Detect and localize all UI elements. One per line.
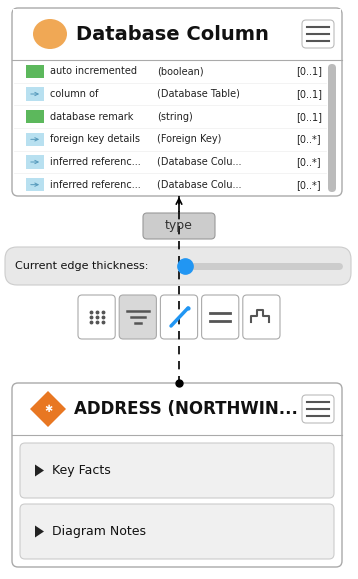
Text: Current edge thickness:: Current edge thickness:: [15, 261, 148, 271]
Text: (Foreign Key): (Foreign Key): [157, 134, 221, 144]
FancyBboxPatch shape: [328, 64, 336, 192]
Text: (string): (string): [157, 112, 193, 122]
FancyBboxPatch shape: [20, 504, 334, 559]
Bar: [26, 110, 44, 123]
Bar: [26, 178, 44, 192]
Text: (Database Colu...: (Database Colu...: [157, 179, 242, 190]
FancyBboxPatch shape: [12, 383, 342, 567]
Text: Key Facts: Key Facts: [52, 464, 111, 477]
FancyBboxPatch shape: [20, 443, 334, 498]
Polygon shape: [30, 391, 66, 427]
Text: ✱: ✱: [44, 404, 52, 414]
Text: column of: column of: [50, 89, 98, 99]
Text: foreign key details: foreign key details: [50, 134, 140, 144]
Polygon shape: [35, 464, 44, 477]
Text: inferred referenc...: inferred referenc...: [50, 157, 141, 167]
FancyBboxPatch shape: [302, 395, 334, 423]
Text: [0..*]: [0..*]: [296, 157, 321, 167]
Text: (boolean): (boolean): [157, 67, 204, 76]
FancyBboxPatch shape: [5, 247, 351, 285]
Bar: [26, 87, 44, 101]
Text: [0..*]: [0..*]: [296, 134, 321, 144]
FancyBboxPatch shape: [12, 8, 342, 196]
Text: (Database Table): (Database Table): [157, 89, 240, 99]
FancyBboxPatch shape: [243, 295, 280, 339]
FancyBboxPatch shape: [302, 20, 334, 48]
Text: Diagram Notes: Diagram Notes: [52, 525, 146, 538]
Text: [0..1]: [0..1]: [296, 89, 322, 99]
Text: type: type: [165, 219, 193, 233]
Polygon shape: [35, 526, 44, 537]
Text: auto incremented: auto incremented: [50, 67, 137, 76]
Text: (Database Colu...: (Database Colu...: [157, 157, 242, 167]
FancyBboxPatch shape: [202, 295, 239, 339]
Text: [0..*]: [0..*]: [296, 179, 321, 190]
Bar: [13, 9, 341, 60]
Text: Database Column: Database Column: [76, 24, 269, 43]
FancyBboxPatch shape: [78, 295, 115, 339]
Bar: [26, 133, 44, 146]
FancyBboxPatch shape: [119, 295, 156, 339]
Text: inferred referenc...: inferred referenc...: [50, 179, 141, 190]
Bar: [26, 155, 44, 169]
Ellipse shape: [33, 19, 67, 49]
Text: database remark: database remark: [50, 112, 134, 122]
FancyBboxPatch shape: [143, 213, 215, 239]
Text: ADDRESS (NORTHWIN...: ADDRESS (NORTHWIN...: [74, 400, 298, 418]
Bar: [26, 64, 44, 78]
Text: [0..1]: [0..1]: [296, 67, 322, 76]
FancyBboxPatch shape: [160, 295, 198, 339]
Text: [0..1]: [0..1]: [296, 112, 322, 122]
